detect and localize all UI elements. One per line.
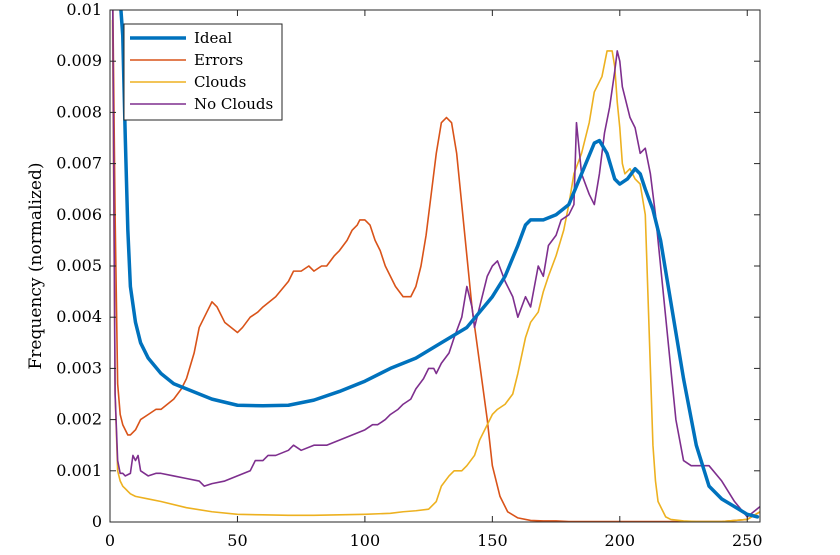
x-tick-label: 150 [477, 531, 508, 550]
x-tick-label: 50 [227, 531, 247, 550]
legend: Ideal Errors Clouds No Clouds [123, 23, 283, 121]
legend-label: Ideal [194, 29, 232, 47]
y-tick-label: 0.001 [56, 461, 102, 480]
y-tick-label: 0 [92, 512, 102, 531]
series-line-errors [112, 10, 760, 522]
y-tick-label: 0.008 [56, 102, 102, 121]
legend-label: No Clouds [194, 95, 273, 113]
legend-label: Clouds [194, 73, 246, 91]
x-tick-label: 0 [105, 531, 115, 550]
y-tick-label: 0.004 [56, 307, 102, 326]
y-tick-label: 0.007 [56, 154, 102, 173]
y-tick-label: 0.005 [56, 256, 102, 275]
y-tick-label: 0.002 [56, 410, 102, 429]
series-line-no-clouds [111, 10, 760, 518]
ticks-layer: 0 50 100 150 200 250 0 0.001 0.002 0.003 0.004 0.00… [56, 0, 762, 550]
y-tick-label: 0.003 [56, 358, 102, 377]
series-line-clouds [111, 19, 760, 522]
y-tick-label: 0.009 [56, 51, 102, 70]
legend-label: Errors [194, 51, 243, 69]
series-layer [111, 10, 760, 522]
x-tick-label: 100 [350, 531, 381, 550]
x-tick-label: 250 [732, 531, 763, 550]
y-tick-label: 0.006 [56, 205, 102, 224]
y-axis-title: Frequency (normalized) [26, 163, 46, 370]
series-line-ideal [119, 10, 760, 519]
y-tick-label: 0.01 [66, 0, 102, 19]
x-tick-label: 200 [605, 531, 636, 550]
